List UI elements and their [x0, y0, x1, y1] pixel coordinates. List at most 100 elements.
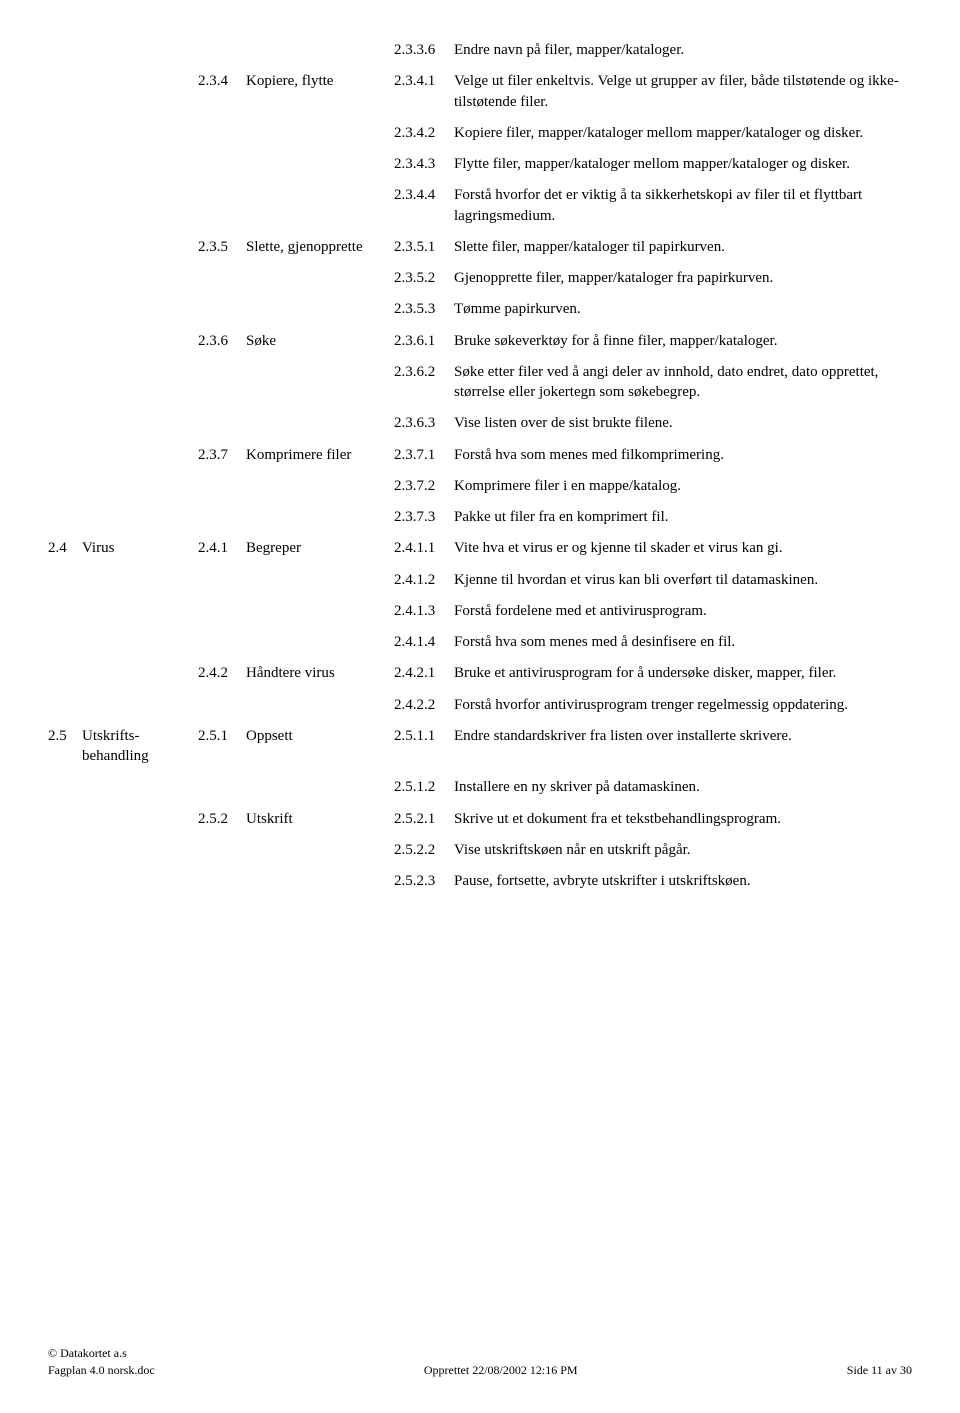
level2-num: 2.3.4 — [198, 71, 246, 91]
level3-num: 2.5.2.1 — [394, 809, 454, 829]
table-row: 2.5.1.2Installere en ny skriver på datam… — [48, 777, 912, 797]
table-row: 2.3.5Slette, gjenopprette2.3.5.1Slette f… — [48, 237, 912, 257]
level2-num: 2.4.2 — [198, 663, 246, 683]
level3-text: Vise utskriftskøen når en utskrift pågår… — [454, 840, 912, 860]
table-row: 2.3.7.2Komprimere filer i en mappe/katal… — [48, 476, 912, 496]
level2-num: 2.5.2 — [198, 809, 246, 829]
level3-text: Flytte filer, mapper/kataloger mellom ma… — [454, 154, 912, 174]
level3-text: Kopiere filer, mapper/kataloger mellom m… — [454, 123, 912, 143]
level2-label: Håndtere virus — [246, 663, 394, 683]
level3-text: Søke etter filer ved å angi deler av inn… — [454, 362, 912, 403]
level2-num: 2.5.1 — [198, 726, 246, 746]
level3-num: 2.3.5.3 — [394, 299, 454, 319]
level3-text: Forstå hvorfor antivirusprogram trenger … — [454, 695, 912, 715]
table-row: 2.5.2.2Vise utskriftskøen når en utskrif… — [48, 840, 912, 860]
page-footer: © Datakortet a.s Fagplan 4.0 norsk.doc O… — [48, 1345, 912, 1379]
level3-num: 2.3.4.4 — [394, 185, 454, 205]
level3-num: 2.4.1.3 — [394, 601, 454, 621]
table-row: 2.3.5.2Gjenopprette filer, mapper/katalo… — [48, 268, 912, 288]
level3-text: Tømme papirkurven. — [454, 299, 912, 319]
level3-num: 2.3.6.1 — [394, 331, 454, 351]
table-row: 2.3.6.2Søke etter filer ved å angi deler… — [48, 362, 912, 403]
table-row: 2.4Virus2.4.1Begreper2.4.1.1Vite hva et … — [48, 538, 912, 558]
level3-text: Velge ut filer enkeltvis. Velge ut grupp… — [454, 71, 912, 112]
level3-text: Forstå hvorfor det er viktig å ta sikker… — [454, 185, 912, 226]
level3-num: 2.4.1.4 — [394, 632, 454, 652]
table-row: 2.4.1.2Kjenne til hvordan et virus kan b… — [48, 570, 912, 590]
level3-text: Gjenopprette filer, mapper/kataloger fra… — [454, 268, 912, 288]
level2-label: Søke — [246, 331, 394, 351]
level3-text: Forstå fordelene med et antivirusprogram… — [454, 601, 912, 621]
table-row: 2.3.4Kopiere, flytte2.3.4.1Velge ut file… — [48, 71, 912, 112]
footer-timestamp: Opprettet 22/08/2002 12:16 PM — [155, 1362, 847, 1379]
level3-num: 2.3.6.3 — [394, 413, 454, 433]
level2-num: 2.4.1 — [198, 538, 246, 558]
level3-num: 2.4.2.2 — [394, 695, 454, 715]
level3-text: Pakke ut filer fra en komprimert fil. — [454, 507, 912, 527]
table-row: 2.3.3.6Endre navn på filer, mapper/katal… — [48, 40, 912, 60]
level3-num: 2.3.7.2 — [394, 476, 454, 496]
level2-label: Utskrift — [246, 809, 394, 829]
level1-num: 2.4 — [48, 538, 82, 558]
level3-num: 2.5.1.2 — [394, 777, 454, 797]
table-row: 2.5.2.3Pause, fortsette, avbryte utskrif… — [48, 871, 912, 891]
level3-text: Vite hva et virus er og kjenne til skade… — [454, 538, 912, 558]
table-row: 2.5Utskrifts-behandling2.5.1Oppsett2.5.1… — [48, 726, 912, 767]
table-row: 2.3.6Søke2.3.6.1Bruke søkeverktøy for å … — [48, 331, 912, 351]
level3-text: Komprimere filer i en mappe/katalog. — [454, 476, 912, 496]
table-row: 2.4.1.3Forstå fordelene med et antivirus… — [48, 601, 912, 621]
level3-num: 2.3.3.6 — [394, 40, 454, 60]
level3-text: Pause, fortsette, avbryte utskrifter i u… — [454, 871, 912, 891]
level3-num: 2.3.4.1 — [394, 71, 454, 91]
level3-num: 2.4.1.1 — [394, 538, 454, 558]
level1-label: Utskrifts-behandling — [82, 726, 198, 767]
level3-text: Endre standardskriver fra listen over in… — [454, 726, 912, 746]
level2-label: Komprimere filer — [246, 445, 394, 465]
level3-text: Endre navn på filer, mapper/kataloger. — [454, 40, 912, 60]
level3-num: 2.5.2.2 — [394, 840, 454, 860]
table-row: 2.3.4.4Forstå hvorfor det er viktig å ta… — [48, 185, 912, 226]
level2-num: 2.3.6 — [198, 331, 246, 351]
table-row: 2.3.7.3Pakke ut filer fra en komprimert … — [48, 507, 912, 527]
level3-num: 2.3.4.2 — [394, 123, 454, 143]
table-row: 2.3.4.3Flytte filer, mapper/kataloger me… — [48, 154, 912, 174]
level1-label: Virus — [82, 538, 198, 558]
level2-num: 2.3.5 — [198, 237, 246, 257]
level3-num: 2.4.2.1 — [394, 663, 454, 683]
level3-num: 2.5.2.3 — [394, 871, 454, 891]
level3-num: 2.5.1.1 — [394, 726, 454, 746]
level3-num: 2.4.1.2 — [394, 570, 454, 590]
level3-text: Bruke et antivirusprogram for å undersøk… — [454, 663, 912, 683]
level1-num: 2.5 — [48, 726, 82, 746]
level3-text: Slette filer, mapper/kataloger til papir… — [454, 237, 912, 257]
level2-label: Oppsett — [246, 726, 394, 746]
table-row: 2.3.6.3Vise listen over de sist brukte f… — [48, 413, 912, 433]
level3-num: 2.3.7.1 — [394, 445, 454, 465]
level3-num: 2.3.5.2 — [394, 268, 454, 288]
table-row: 2.4.1.4Forstå hva som menes med å desinf… — [48, 632, 912, 652]
table-row: 2.3.4.2Kopiere filer, mapper/kataloger m… — [48, 123, 912, 143]
footer-docname: Fagplan 4.0 norsk.doc — [48, 1362, 155, 1379]
level3-text: Installere en ny skriver på datamaskinen… — [454, 777, 912, 797]
level3-text: Skrive ut et dokument fra et tekstbehand… — [454, 809, 912, 829]
level3-text: Forstå hva som menes med filkomprimering… — [454, 445, 912, 465]
level3-num: 2.3.6.2 — [394, 362, 454, 382]
level3-text: Forstå hva som menes med å desinfisere e… — [454, 632, 912, 652]
level2-label: Slette, gjenopprette — [246, 237, 394, 257]
level3-num: 2.3.4.3 — [394, 154, 454, 174]
table-row: 2.4.2Håndtere virus2.4.2.1Bruke et antiv… — [48, 663, 912, 683]
footer-copyright: © Datakortet a.s — [48, 1345, 155, 1362]
level3-text: Bruke søkeverktøy for å finne filer, map… — [454, 331, 912, 351]
level3-text: Kjenne til hvordan et virus kan bli over… — [454, 570, 912, 590]
level2-label: Begreper — [246, 538, 394, 558]
table-row: 2.3.7Komprimere filer2.3.7.1Forstå hva s… — [48, 445, 912, 465]
table-row: 2.3.5.3Tømme papirkurven. — [48, 299, 912, 319]
table-row: 2.5.2Utskrift2.5.2.1Skrive ut et dokumen… — [48, 809, 912, 829]
syllabus-table: 2.3.3.6Endre navn på filer, mapper/katal… — [48, 40, 912, 891]
level3-num: 2.3.5.1 — [394, 237, 454, 257]
level2-num: 2.3.7 — [198, 445, 246, 465]
footer-page-number: Side 11 av 30 — [847, 1362, 912, 1379]
level3-text: Vise listen over de sist brukte filene. — [454, 413, 912, 433]
level3-num: 2.3.7.3 — [394, 507, 454, 527]
level2-label: Kopiere, flytte — [246, 71, 394, 91]
